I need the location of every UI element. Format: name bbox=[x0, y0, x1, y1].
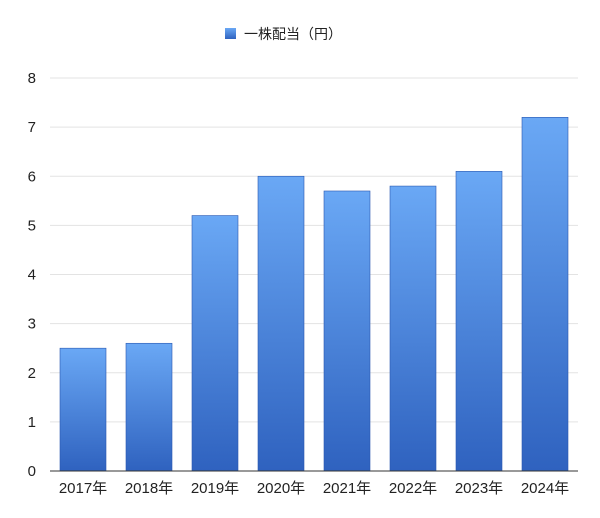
y-tick-label: 8 bbox=[28, 70, 36, 87]
y-tick-label: 0 bbox=[28, 463, 36, 480]
y-tick-label: 7 bbox=[28, 119, 36, 136]
bar-2020年 bbox=[257, 175, 305, 472]
y-tick-label: 5 bbox=[28, 217, 36, 234]
legend: 一株配当（円） bbox=[225, 27, 342, 43]
bar-2021年 bbox=[323, 190, 371, 472]
legend-swatch bbox=[225, 28, 236, 39]
bar-2019年 bbox=[191, 215, 239, 472]
y-tick-label: 4 bbox=[28, 267, 36, 284]
bars bbox=[59, 117, 569, 472]
bar-2017年 bbox=[59, 347, 107, 472]
y-tick-label: 6 bbox=[28, 168, 36, 185]
bar-2024年 bbox=[521, 117, 569, 472]
x-tick-label: 2023年 bbox=[455, 480, 503, 497]
y-tick-label: 2 bbox=[28, 365, 36, 382]
y-tick-label: 1 bbox=[28, 414, 36, 431]
x-tick-label: 2020年 bbox=[257, 480, 305, 497]
legend-label: 一株配当（円） bbox=[244, 27, 342, 43]
bar-2023年 bbox=[455, 171, 503, 472]
y-tick-label: 3 bbox=[28, 316, 36, 333]
x-tick-label: 2024年 bbox=[521, 480, 569, 497]
x-axis-ticks: 2017年 2018年 2019年 2020年 2021年 2022年 2023年 2024年 bbox=[59, 480, 569, 497]
x-tick-label: 2017年 bbox=[59, 480, 107, 497]
y-axis-ticks: 0 1 2 3 4 5 6 7 8 bbox=[28, 70, 36, 480]
x-tick-label: 2021年 bbox=[323, 480, 371, 497]
x-tick-label: 2022年 bbox=[389, 480, 437, 497]
x-tick-label: 2018年 bbox=[125, 480, 173, 497]
bar-2022年 bbox=[389, 185, 437, 472]
bar-2018年 bbox=[125, 342, 173, 472]
x-tick-label: 2019年 bbox=[191, 480, 239, 497]
